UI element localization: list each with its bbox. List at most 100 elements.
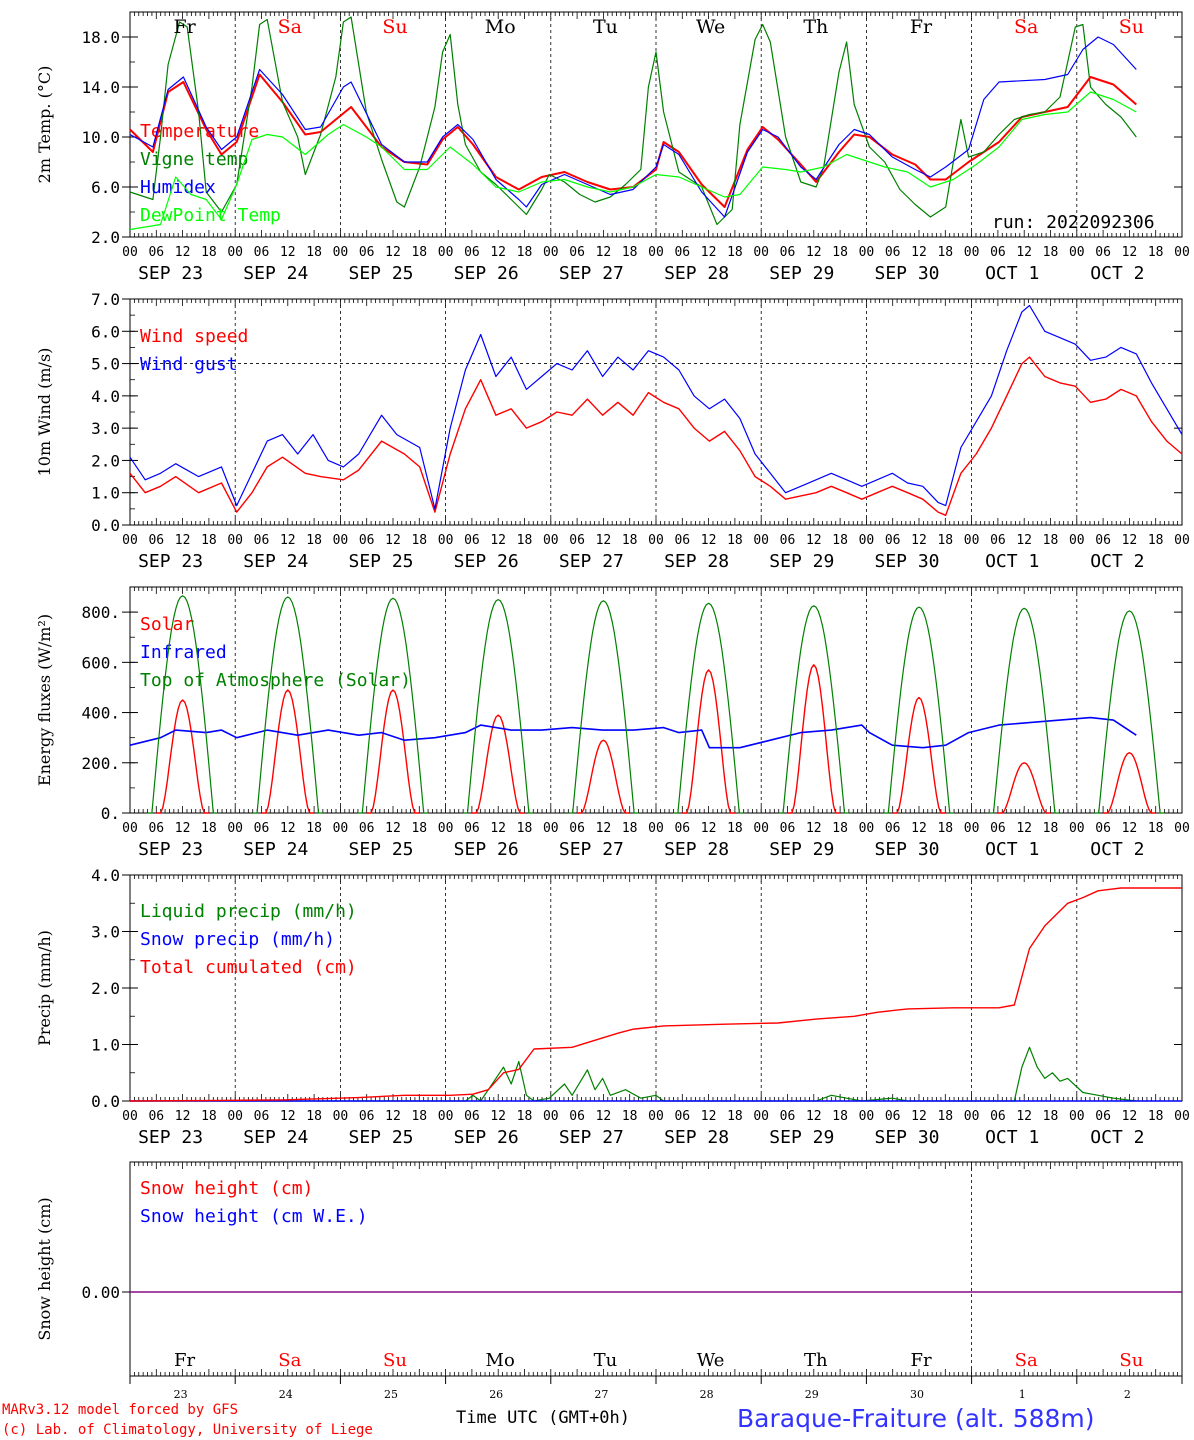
x-hour-label: 00 <box>859 245 875 260</box>
x-hour-label: 12 <box>385 821 401 836</box>
x-hour-label: 18 <box>622 533 638 548</box>
x-hour-label: 18 <box>201 1109 217 1124</box>
x-hour-label: 06 <box>254 821 270 836</box>
series-wind-speed <box>129 356 1183 516</box>
day-number-label: 27 <box>594 1388 608 1401</box>
x-hour-label: 12 <box>1122 245 1138 260</box>
x-hour-label: 12 <box>806 245 822 260</box>
x-hour-label: 18 <box>832 533 848 548</box>
x-hour-label: 18 <box>411 245 427 260</box>
x-date-label: OCT 1 <box>985 263 1039 284</box>
x-hour-label: 00 <box>543 1109 559 1124</box>
panel-precip: 0.0 1.0 2.0 3.0 4.0 Precip (mm/h) Liquid preci… <box>35 866 1190 1148</box>
x-hour-label: 18 <box>937 533 953 548</box>
series-wind-gust <box>129 304 1183 510</box>
station-name: Baraque-Fraiture (alt. 588m) <box>737 1404 1095 1433</box>
legend-entry: Infrared <box>140 642 227 663</box>
weekday-label: We <box>696 16 725 38</box>
x-hour-label: 18 <box>201 245 217 260</box>
x-date-label: SEP 30 <box>874 839 939 860</box>
x-hour-label: 18 <box>727 245 743 260</box>
x-hour-label: 00 <box>648 821 664 836</box>
x-date-label: SEP 30 <box>874 1127 939 1148</box>
x-hour-label: 12 <box>701 821 717 836</box>
y-tick-label: 2.0 <box>91 979 120 998</box>
x-date-label: OCT 2 <box>1090 1127 1144 1148</box>
x-date-label: SEP 30 <box>874 551 939 572</box>
series-liquid-precip-mm-h- <box>130 1046 1137 1102</box>
x-hour-label: 18 <box>727 533 743 548</box>
day-number-label: 26 <box>489 1388 503 1401</box>
x-hour-label: 00 <box>753 1109 769 1124</box>
x-hour-label: 18 <box>832 1109 848 1124</box>
legend-entry: Temperature <box>140 121 259 142</box>
x-hour-label: 18 <box>1148 821 1164 836</box>
x-hour-label: 06 <box>254 533 270 548</box>
x-hour-label: 00 <box>227 533 243 548</box>
x-hour-label: 12 <box>806 533 822 548</box>
x-hour-label: 12 <box>175 533 191 548</box>
x-date-label: SEP 29 <box>769 1127 834 1148</box>
series-top-of-atmosphere-solar- <box>147 595 1165 814</box>
x-hour-label: 06 <box>990 1109 1006 1124</box>
x-date-label: SEP 25 <box>348 839 413 860</box>
panels: 2.06.010.014.018.02m Temp. (°C) Temperatu… <box>35 11 1190 1401</box>
day-number-label: 25 <box>384 1388 398 1401</box>
x-hour-label: 00 <box>964 245 980 260</box>
x-hour-label: 06 <box>674 245 690 260</box>
weekday-label: Su <box>383 1350 407 1371</box>
x-hour-label: 18 <box>937 1109 953 1124</box>
weekday-label: Sa <box>1014 16 1038 38</box>
x-hour-label: 18 <box>306 245 322 260</box>
y-tick-label: 800. <box>81 603 120 622</box>
series-dewpoint-temp <box>129 91 1137 231</box>
x-hour-label: 12 <box>1122 821 1138 836</box>
weekday-label: Su <box>1119 16 1144 38</box>
x-hour-label: 18 <box>306 1109 322 1124</box>
x-hour-label: 00 <box>964 821 980 836</box>
y-tick-label: 3.0 <box>91 923 120 942</box>
y-tick-label: 400. <box>81 704 120 723</box>
y-tick-label: 3.0 <box>91 419 120 438</box>
x-hour-label: 06 <box>464 245 480 260</box>
x-date-label: SEP 23 <box>138 839 203 860</box>
day-number-label: 30 <box>910 1388 924 1401</box>
y-tick-label: 18.0 <box>81 28 120 47</box>
x-hour-label: 18 <box>411 821 427 836</box>
x-date-label: SEP 27 <box>559 263 624 284</box>
weekday-label: Sa <box>1015 1350 1038 1371</box>
day-number-label: 23 <box>174 1388 188 1401</box>
x-hour-label: 00 <box>122 533 138 548</box>
x-hour-label: 12 <box>385 245 401 260</box>
x-date-label: SEP 27 <box>559 1127 624 1148</box>
footer-copyright-line: (c) Lab. of Climatology, University of L… <box>2 1422 373 1438</box>
y-tick-label: 1.0 <box>91 484 120 503</box>
y-tick-label: 6.0 <box>91 322 120 341</box>
y-axis-label: 2m Temp. (°C) <box>35 66 54 184</box>
y-tick-label: 7.0 <box>91 290 120 309</box>
y-axis-label: 10m Wind (m/s) <box>35 348 54 477</box>
y-tick-label: 200. <box>81 754 120 773</box>
x-hour-label: 00 <box>648 1109 664 1124</box>
x-date-label: SEP 24 <box>243 839 308 860</box>
y-tick-label: 6.0 <box>91 178 120 197</box>
x-hour-label: 18 <box>622 821 638 836</box>
x-date-label: SEP 30 <box>874 263 939 284</box>
x-hour-label: 00 <box>753 245 769 260</box>
x-hour-label: 12 <box>1122 1109 1138 1124</box>
x-hour-label: 12 <box>175 245 191 260</box>
x-hour-label: 06 <box>885 821 901 836</box>
x-hour-label: 12 <box>490 533 506 548</box>
x-hour-label: 12 <box>701 533 717 548</box>
x-date-label: SEP 28 <box>664 263 729 284</box>
weekday-label: Sa <box>278 1350 301 1371</box>
x-hour-label: 12 <box>385 533 401 548</box>
x-hour-label: 06 <box>359 1109 375 1124</box>
x-hour-label: 18 <box>622 245 638 260</box>
plot-frame <box>129 11 1183 238</box>
x-hour-label: 00 <box>964 1109 980 1124</box>
panel-energy: 0. 200. 400. 600. 800. Energy fluxes (W/m²) So… <box>35 586 1190 860</box>
legend-entry: Wind gust <box>140 354 238 375</box>
x-hour-label: 18 <box>1148 1109 1164 1124</box>
